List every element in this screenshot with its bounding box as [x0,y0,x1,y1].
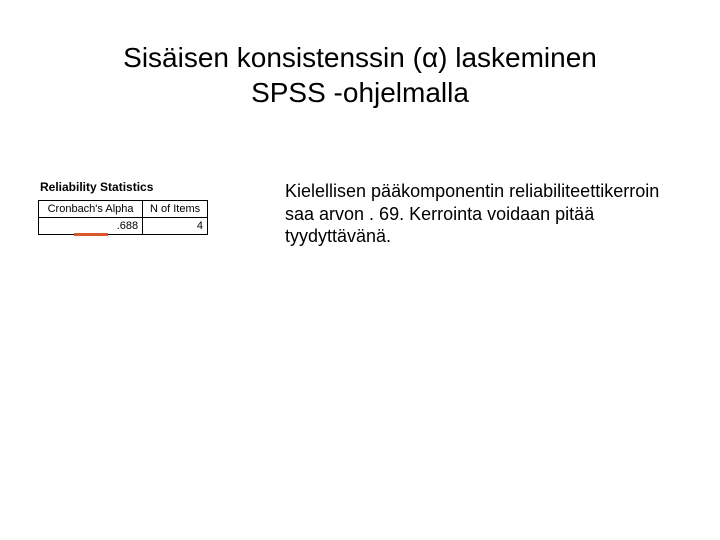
title-line-1: Sisäisen konsistenssin (α) laskeminen [123,42,597,73]
title-line-2: SPSS -ohjelmalla [251,77,469,108]
cell-nitems-value: 4 [143,218,208,235]
slide-title: Sisäisen konsistenssin (α) laskeminen SP… [0,40,720,110]
col-header-alpha: Cronbach's Alpha [39,201,143,218]
description-text: Kielellisen pääkomponentin reliabiliteet… [223,180,690,248]
cell-alpha-value: .688 [39,218,143,235]
slide-container: Sisäisen konsistenssin (α) laskeminen SP… [0,0,720,540]
table-row: .688 4 [39,218,208,235]
table-caption: Reliability Statistics [38,180,223,194]
table-header-row: Cronbach's Alpha N of Items [39,201,208,218]
reliability-table-block: Reliability Statistics Cronbach's Alpha … [38,180,223,235]
col-header-nitems: N of Items [143,201,208,218]
highlight-underline [74,233,108,236]
content-row: Reliability Statistics Cronbach's Alpha … [0,180,720,248]
reliability-table: Cronbach's Alpha N of Items .688 4 [38,200,208,235]
alpha-value-text: .688 [117,220,138,232]
